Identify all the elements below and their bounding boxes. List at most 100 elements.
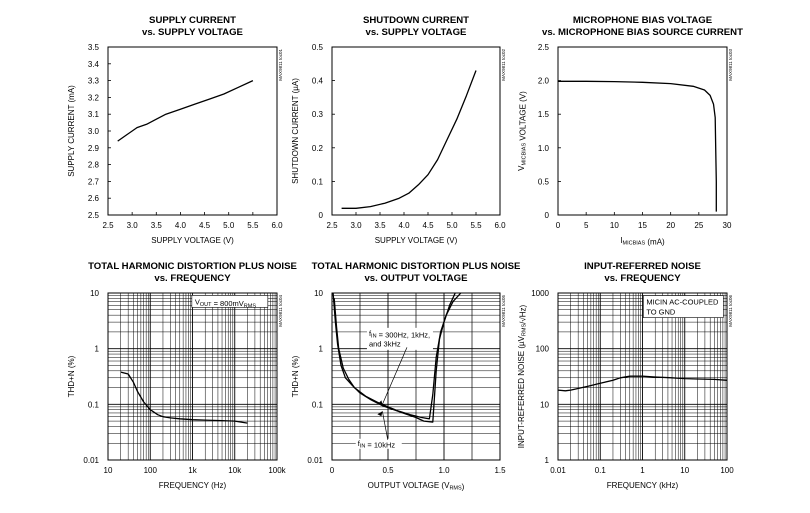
x-tick-label: 5.0 bbox=[223, 221, 235, 230]
y-tick-label: 3.5 bbox=[88, 43, 100, 52]
chart-title: TOTAL HARMONIC DISTORTION PLUS NOISE bbox=[312, 261, 521, 272]
x-axis-label: IMICBIAS (mA) bbox=[620, 236, 665, 247]
x-tick-label: 15 bbox=[638, 221, 647, 230]
x-tick-label: 10k bbox=[228, 466, 242, 475]
x-tick-label: 1.0 bbox=[438, 466, 450, 475]
y-axis-label: SUPPLY CURRENT (mA) bbox=[67, 85, 76, 177]
plot-frame bbox=[107, 292, 278, 461]
annotation-leader bbox=[382, 347, 408, 405]
plot-frame bbox=[331, 292, 501, 461]
annotation-arrow bbox=[378, 400, 383, 405]
x-tick-label: 10 bbox=[104, 466, 113, 475]
x-tick-label: 4.5 bbox=[422, 221, 434, 230]
figure-code: MAX9811 toc06 bbox=[728, 295, 733, 327]
y-axis-label: THD+N (%) bbox=[67, 355, 76, 397]
annotation-text: VOUT = 800mVRMS bbox=[195, 297, 257, 309]
x-tick-label: 10 bbox=[610, 221, 619, 230]
x-tick-label: 0.01 bbox=[550, 466, 566, 475]
x-tick-label: 3.0 bbox=[127, 221, 139, 230]
x-tick-label: 0 bbox=[556, 221, 561, 230]
chart-panel-5: TOTAL HARMONIC DISTORTION PLUS NOISEvs. … bbox=[291, 261, 521, 492]
chart-panel-4: TOTAL HARMONIC DISTORTION PLUS NOISEvs. … bbox=[67, 261, 297, 490]
annotation-bg bbox=[366, 327, 433, 350]
x-tick-label: 5.5 bbox=[470, 221, 482, 230]
x-tick-label: 5.5 bbox=[247, 221, 259, 230]
y-tick-label: 0.4 bbox=[312, 77, 324, 86]
x-tick-label: 5.0 bbox=[446, 221, 458, 230]
x-tick-label: 1 bbox=[640, 466, 645, 475]
y-tick-label: 0.01 bbox=[83, 456, 99, 465]
y-tick-label: 10 bbox=[90, 289, 99, 298]
plot-frame bbox=[107, 46, 278, 216]
x-tick-label: 6.0 bbox=[271, 221, 283, 230]
chart-title: TOTAL HARMONIC DISTORTION PLUS NOISE bbox=[88, 261, 297, 272]
x-tick-label: 2.5 bbox=[326, 221, 338, 230]
x-tick-label: 0 bbox=[330, 466, 335, 475]
plot-frame bbox=[331, 46, 501, 216]
figure-code: MAX9811 toc03 bbox=[728, 49, 733, 81]
annotation-text: fIN = 10kHz bbox=[358, 439, 396, 450]
y-tick-label: 0.5 bbox=[312, 43, 324, 52]
figure-code: MAX9811 toc02 bbox=[501, 49, 506, 81]
x-tick-label: 4.5 bbox=[199, 221, 211, 230]
chart-title: SHUTDOWN CURRENT bbox=[363, 15, 469, 26]
x-tick-label: 25 bbox=[694, 221, 703, 230]
y-tick-label: 10 bbox=[540, 400, 549, 409]
y-tick-label: 1.0 bbox=[538, 144, 550, 153]
y-axis-label: INPUT-REFERRED NOISE (µVRMS/√Hz) bbox=[517, 304, 528, 448]
y-tick-label: 1 bbox=[95, 345, 100, 354]
x-tick-label: 1.5 bbox=[494, 466, 506, 475]
y-tick-label: 0.1 bbox=[312, 177, 324, 186]
chart-subtitle: vs. FREQUENCY bbox=[154, 273, 231, 284]
y-tick-label: 0.01 bbox=[307, 456, 323, 465]
y-tick-label: 0 bbox=[319, 211, 324, 220]
y-tick-label: 2.5 bbox=[88, 211, 100, 220]
annotation-arrow bbox=[377, 411, 383, 417]
annotation-text: and 3kHz bbox=[369, 339, 401, 348]
x-tick-label: 3.0 bbox=[350, 221, 362, 230]
x-axis-label: FREQUENCY (Hz) bbox=[159, 481, 227, 490]
x-tick-label: 100k bbox=[268, 466, 286, 475]
chart-subtitle: vs. MICROPHONE BIAS SOURCE CURRENT bbox=[542, 27, 743, 38]
x-tick-label: 1k bbox=[188, 466, 197, 475]
series-line-2 bbox=[332, 292, 456, 423]
x-tick-label: 100 bbox=[144, 466, 158, 475]
x-axis-label: SUPPLY VOLTAGE (V) bbox=[375, 236, 458, 245]
y-tick-label: 0.2 bbox=[312, 144, 324, 153]
y-tick-label: 3.3 bbox=[88, 77, 100, 86]
figure-code: MAX9811 toc05 bbox=[501, 295, 506, 327]
x-tick-label: 5 bbox=[584, 221, 589, 230]
plot-frame bbox=[557, 46, 728, 216]
y-tick-label: 1000 bbox=[531, 289, 549, 298]
series-line-1 bbox=[120, 371, 248, 424]
figure-code: MAX9811 toc01 bbox=[278, 49, 283, 81]
grid bbox=[107, 292, 278, 461]
annotation-box bbox=[191, 295, 269, 308]
y-tick-label: 10 bbox=[314, 289, 323, 298]
y-tick-label: 0.3 bbox=[312, 110, 324, 119]
y-tick-label: 1.5 bbox=[538, 110, 550, 119]
series-line-1 bbox=[558, 80, 717, 212]
y-tick-label: 100 bbox=[536, 345, 550, 354]
x-tick-label: 3.5 bbox=[151, 221, 163, 230]
grid bbox=[331, 292, 501, 461]
x-tick-label: 30 bbox=[723, 221, 732, 230]
y-axis-label: THD+N (%) bbox=[291, 355, 300, 397]
series-line-1 bbox=[341, 70, 477, 209]
y-axis-label: VMICBIAS VOLTAGE (V) bbox=[517, 91, 528, 171]
y-tick-label: 1 bbox=[545, 456, 550, 465]
series-line-1 bbox=[117, 80, 254, 142]
y-tick-label: 3.1 bbox=[88, 110, 100, 119]
x-tick-label: 2.5 bbox=[102, 221, 114, 230]
chart-title: INPUT-REFERRED NOISE bbox=[584, 261, 701, 272]
x-tick-label: 6.0 bbox=[494, 221, 506, 230]
annotation-bg bbox=[355, 438, 402, 449]
x-tick-label: 100 bbox=[720, 466, 734, 475]
chart-title: SUPPLY CURRENT bbox=[149, 15, 236, 26]
x-tick-label: 3.5 bbox=[374, 221, 386, 230]
y-tick-label: 2.7 bbox=[88, 177, 100, 186]
